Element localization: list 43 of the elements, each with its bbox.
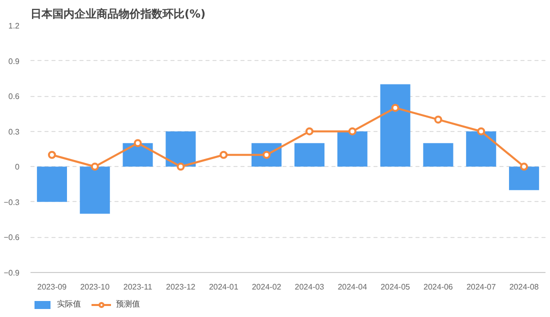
- bar: [466, 131, 496, 167]
- legend-label: 实际值: [57, 298, 81, 310]
- point: [134, 139, 142, 148]
- x-tick-label: 2023-11: [123, 282, 153, 292]
- point: [305, 127, 314, 136]
- bar: [423, 143, 454, 167]
- x-tick-label: 2024-07: [466, 282, 496, 292]
- point: [477, 127, 486, 136]
- point: [520, 162, 528, 171]
- bar: [337, 131, 368, 167]
- y-tick-label: 1.2: [8, 22, 20, 30]
- x-tick-label: 2023-09: [37, 282, 68, 292]
- x-tick-label: 2024-03: [294, 282, 325, 292]
- x-tick-label: 2024-06: [424, 282, 454, 292]
- y-tick-label: 0.9: [8, 56, 20, 66]
- x-tick-label: 2024-08: [509, 282, 540, 292]
- point: [391, 104, 400, 112]
- x-tick-label: 2023-12: [166, 282, 196, 292]
- point: [220, 150, 228, 159]
- bar: [80, 166, 110, 214]
- y-tick-label: 0.6: [8, 92, 20, 102]
- x-tick-label: 2024-02: [252, 282, 282, 292]
- x-tick-label: 2024-01: [208, 282, 239, 292]
- bar: [380, 84, 410, 167]
- y-tick-label: −0.9: [4, 268, 20, 278]
- y-tick-label: 0: [15, 162, 20, 172]
- chart-title: 日本国内企业商品物价指数环比(%): [30, 8, 206, 20]
- legend-label: 预测值: [116, 298, 140, 310]
- point: [48, 150, 56, 159]
- point: [348, 127, 356, 136]
- point: [90, 162, 99, 171]
- point: [434, 116, 442, 124]
- y-tick-label: 0.3: [8, 127, 20, 136]
- x-tick-label: 2023-10: [80, 282, 110, 292]
- bar: [36, 166, 67, 202]
- y-tick-label: −0.6: [4, 233, 20, 242]
- bar: [509, 166, 540, 190]
- bar: [294, 143, 324, 167]
- x-tick-label: 2024-05: [380, 282, 411, 292]
- x-tick-label: 2024-04: [338, 282, 368, 292]
- y-tick-label: −0.3: [4, 198, 20, 207]
- bar: [166, 131, 196, 167]
- point: [176, 162, 185, 171]
